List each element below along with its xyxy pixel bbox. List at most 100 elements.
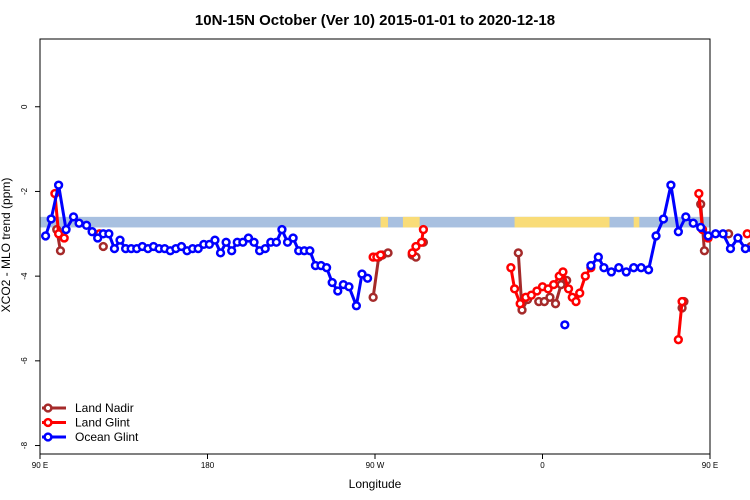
data-point	[61, 224, 71, 235]
data-point	[277, 224, 287, 235]
data-point	[629, 263, 639, 273]
data-point	[666, 180, 676, 190]
data-point	[249, 237, 259, 247]
data-point	[673, 227, 684, 237]
x-tick-label: 90 W	[366, 461, 385, 470]
legend-label: Land Nadir	[75, 401, 134, 415]
data-point	[575, 288, 585, 298]
data-point	[260, 243, 270, 254]
legend-item-ocean-glint: Ocean Glint	[42, 430, 139, 444]
data-point	[599, 263, 609, 273]
y-tick-label: -8	[20, 441, 29, 449]
data-point	[40, 231, 51, 241]
data-point	[703, 231, 713, 241]
data-point	[563, 284, 574, 294]
data-point	[98, 241, 108, 252]
data-point	[651, 231, 661, 241]
data-point	[740, 243, 750, 254]
data-point	[571, 296, 581, 307]
land-band-1	[402, 216, 420, 228]
data-point	[407, 248, 417, 258]
data-point	[658, 214, 669, 224]
data-point	[221, 237, 231, 247]
x-axis: 90 E 180 90 W 0 90 E	[32, 454, 718, 470]
data-point	[321, 263, 332, 273]
y-tick-label: -6	[20, 357, 29, 365]
data-point	[344, 282, 354, 292]
data-point	[673, 335, 684, 345]
x-axis-label: Longitude	[349, 477, 402, 491]
data-point	[375, 250, 386, 260]
series-layer	[40, 180, 750, 345]
data-point	[55, 246, 66, 256]
data-point	[271, 237, 282, 247]
data-point	[506, 263, 516, 273]
data-point	[593, 252, 603, 262]
data-point	[545, 292, 555, 302]
data-point	[710, 229, 721, 239]
y-tick-label: -2	[20, 187, 29, 195]
x-tick-label: 180	[201, 461, 215, 470]
data-point	[560, 320, 570, 330]
data-point	[718, 229, 728, 239]
data-point	[586, 260, 596, 271]
data-point	[227, 246, 237, 256]
data-point	[606, 267, 617, 277]
data-point	[696, 222, 706, 233]
legend-item-land-nadir: Land Nadir	[42, 401, 134, 415]
data-point	[351, 301, 362, 311]
data-point	[742, 229, 750, 239]
data-point	[74, 218, 84, 228]
data-point	[550, 299, 561, 309]
data-point	[636, 263, 646, 273]
data-point	[288, 233, 298, 243]
x-tick-label: 90 E	[702, 461, 718, 470]
series-ocean-glint	[40, 180, 750, 330]
data-point	[87, 227, 97, 237]
data-point	[68, 212, 79, 222]
legend-label: Land Glint	[75, 416, 130, 430]
x-tick-label: 0	[540, 461, 545, 470]
land-band-2	[514, 216, 610, 228]
data-point	[725, 243, 736, 254]
data-point	[549, 279, 559, 290]
data-point	[694, 188, 704, 199]
series-line	[589, 183, 750, 274]
legend-label: Ocean Glint	[75, 430, 139, 444]
y-tick-label: 0	[20, 104, 29, 109]
data-point	[115, 235, 125, 245]
data-point	[513, 248, 523, 258]
y-tick-label: -4	[20, 272, 29, 280]
data-point	[104, 229, 114, 239]
data-point	[59, 233, 69, 243]
data-point	[621, 267, 631, 277]
data-point	[109, 243, 120, 254]
data-point	[416, 237, 427, 247]
x-tick-label: 90 E	[32, 461, 48, 470]
legend-marker	[43, 432, 53, 442]
data-point	[677, 296, 687, 307]
data-point	[699, 246, 710, 256]
ocean-band	[40, 216, 710, 228]
series-land-glint	[50, 188, 750, 345]
land-band-0	[380, 216, 389, 228]
data-point	[643, 265, 654, 275]
data-point	[614, 263, 624, 273]
chart-title: 10N-15N October (Ver 10) 2015-01-01 to 2…	[195, 12, 555, 29]
data-point	[210, 235, 220, 245]
land-band-3	[633, 216, 640, 228]
data-point	[558, 267, 568, 277]
series-line	[676, 301, 684, 340]
data-point	[688, 218, 698, 228]
data-point	[333, 286, 343, 296]
data-point	[418, 224, 429, 235]
data-point	[46, 214, 56, 224]
data-point	[327, 277, 337, 288]
data-point	[305, 246, 315, 256]
data-point	[733, 233, 743, 243]
data-point	[215, 248, 226, 258]
y-axis-label: XCO2 - MLO trend (ppm)	[0, 178, 13, 313]
data-point	[368, 292, 378, 302]
